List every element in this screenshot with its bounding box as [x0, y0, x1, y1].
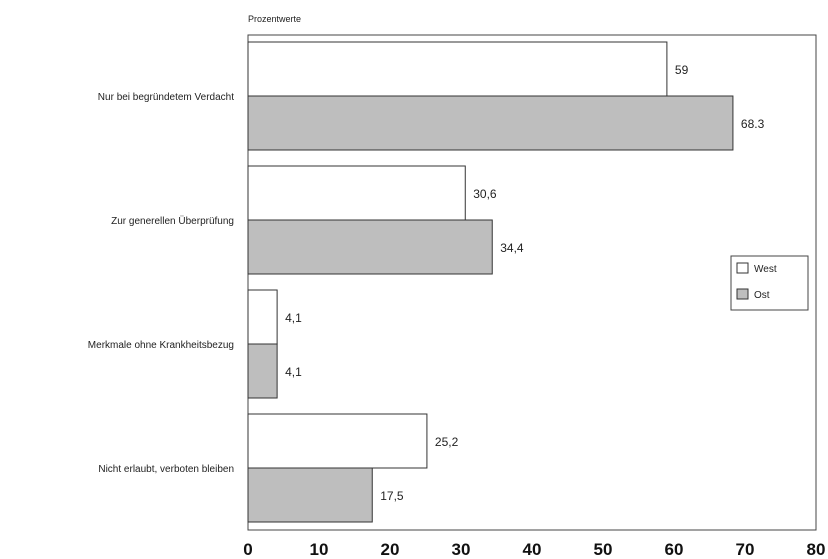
data-label: 30,6 — [473, 187, 497, 201]
legend-label-west: West — [754, 264, 777, 275]
bar-west — [247, 413, 428, 469]
legend-swatch-west — [736, 262, 749, 274]
x-tick-label: 60 — [665, 540, 684, 559]
data-label: 17,5 — [380, 489, 404, 503]
x-tick-label: 40 — [523, 540, 542, 559]
category-label: Merkmale ohne Krankheitsbezug — [88, 340, 234, 351]
bar-west — [247, 41, 668, 97]
bar-ost — [247, 343, 278, 399]
legend-swatch-ost — [736, 288, 749, 300]
bar-west — [247, 289, 278, 345]
category-label: Nicht erlaubt, verboten bleiben — [98, 464, 234, 475]
category-label: Zur generellen Überprüfung — [111, 215, 234, 227]
x-tick-label: 50 — [594, 540, 613, 559]
legend: West Ost — [730, 255, 809, 311]
labels-group: Nur bei begründetem Verdacht 59 68.3 Zur ge… — [88, 63, 765, 503]
chart-subtitle: Prozentwerte — [248, 14, 301, 24]
x-tick-label: 0 — [243, 540, 252, 559]
data-label: 68.3 — [741, 117, 765, 131]
bar-ost — [247, 95, 734, 151]
x-tick-label: 30 — [452, 540, 471, 559]
bar-ost — [247, 467, 373, 523]
bar-west — [247, 165, 466, 221]
data-label: 4,1 — [285, 365, 302, 379]
data-label: 34,4 — [500, 241, 524, 255]
category-label: Nur bei begründetem Verdacht — [98, 92, 234, 103]
bars-group — [247, 41, 734, 523]
x-tick-label: 80 — [807, 540, 826, 559]
plot-frame — [247, 34, 817, 531]
x-tick-label: 10 — [310, 540, 329, 559]
x-tick-label: 70 — [736, 540, 755, 559]
x-tick-label: 20 — [381, 540, 400, 559]
data-label: 25,2 — [435, 435, 459, 449]
bar-ost — [247, 219, 493, 275]
x-ticks-group: 0 10 20 30 40 50 60 70 80 — [243, 540, 825, 559]
data-label: 4,1 — [285, 311, 302, 325]
data-label: 59 — [675, 63, 689, 77]
legend-label-ost: Ost — [754, 290, 770, 301]
